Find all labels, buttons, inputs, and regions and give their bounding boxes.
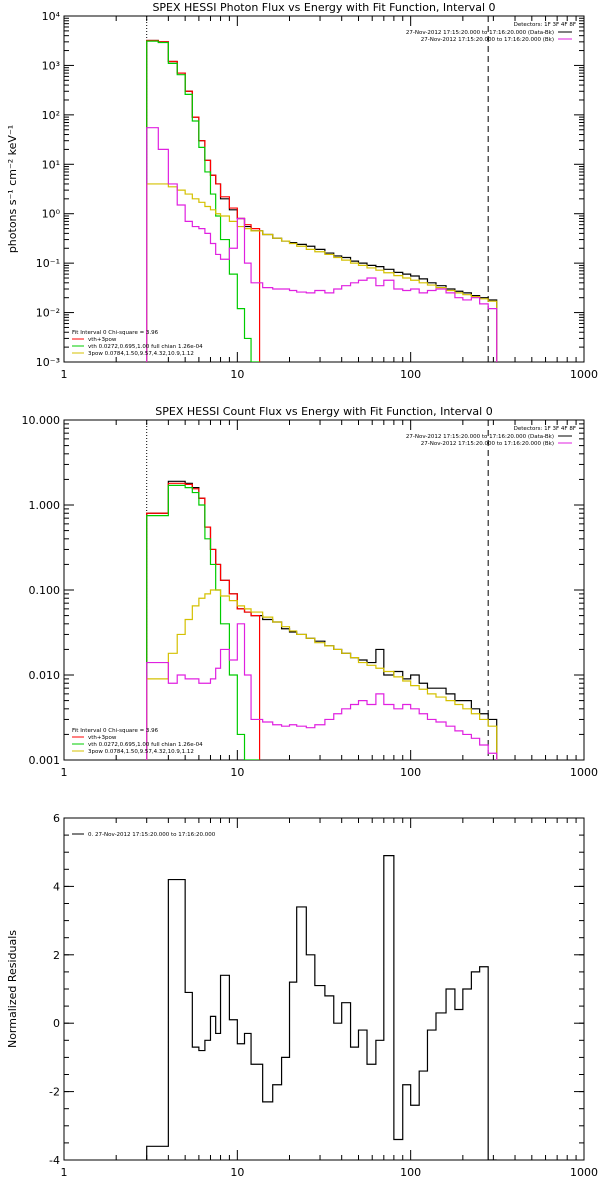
y-tick-label: 0 [53, 1017, 60, 1030]
y-tick-label: 0.010 [29, 669, 61, 682]
x-tick-label: 100 [400, 368, 421, 381]
legend-detectors: Detectors: 1F 3F 4F 8F [514, 426, 576, 432]
x-tick-label: 100 [400, 1166, 421, 1179]
series-line-3pow [146, 183, 498, 362]
series-line-bk [146, 623, 498, 760]
plot-frame [63, 419, 585, 761]
y-tick-label: 6 [53, 812, 60, 825]
y-tick-label: 10³ [42, 59, 60, 72]
y-tick-label: 1.000 [29, 499, 61, 512]
y-tick-label: 10¹ [42, 158, 60, 171]
legend-entry-label: 27-Nov-2012 17:15:20.000 to 17:16:20.000… [406, 434, 554, 440]
y-tick-label: -4 [49, 1154, 60, 1167]
y-axis-label: photons s⁻¹ cm⁻² keV⁻¹ [6, 125, 19, 253]
series-line-vth [146, 484, 260, 760]
x-tick-label: 1 [61, 1166, 68, 1179]
x-tick-label: 1 [61, 766, 68, 779]
plot-frame [63, 817, 585, 1161]
x-tick-label: 10 [230, 1166, 244, 1179]
y-tick-label: 10⁻² [36, 307, 60, 320]
chart-panel-0: SPEX HESSI Photon Flux vs Energy with Fi… [6, 1, 598, 381]
y-tick-label: 10⁴ [42, 10, 61, 23]
chart-panel-1: SPEX HESSI Count Flux vs Energy with Fit… [22, 405, 599, 779]
y-tick-label: 10.000 [22, 414, 61, 427]
y-tick-label: 0.100 [29, 584, 61, 597]
legend-fit-label: vth 0.0272,0.695,1.00 full chian 1.26e-0… [88, 344, 203, 350]
legend-entry-label: 27-Nov-2012 17:15:20.000 to 17:16:20.000… [421, 441, 554, 447]
legend-fit-label: vth+3pow [88, 735, 117, 741]
legend-entry-label: 27-Nov-2012 17:15:20.000 to 17:16:20.000… [421, 37, 554, 43]
legend-detectors: Detectors: 1F 3F 4F 8F [514, 22, 576, 28]
x-tick-label: 1 [61, 368, 68, 381]
legend-fit-label: 3pow 0.0784,1.50,9.57,4.32,10.9,1.12 [88, 749, 194, 755]
legend-fit-label: 3pow 0.0784,1.50,9.57,4.32,10.9,1.12 [88, 351, 194, 357]
legend-fit-header: Fit Interval 0 Chi-square = 3.96 [72, 728, 159, 734]
legend-fit-header: Fit Interval 0 Chi-square = 3.96 [72, 330, 159, 336]
y-tick-label: 2 [53, 949, 60, 962]
series-line-bk [146, 127, 498, 362]
legend-entry-label: 27-Nov-2012 17:15:20.000 to 17:16:20.000… [406, 30, 554, 36]
x-tick-label: 1000 [570, 766, 598, 779]
plot-frame [63, 15, 585, 363]
legend-fit-label: vth+3pow [88, 337, 117, 343]
y-tick-label: 10⁻¹ [36, 257, 60, 270]
chart-title: SPEX HESSI Photon Flux vs Energy with Fi… [152, 1, 495, 14]
y-axis-label: Normalized Residuals [6, 930, 19, 1048]
y-tick-label: 10⁻³ [36, 356, 60, 369]
x-tick-label: 10 [230, 766, 244, 779]
chart-panel-2: 1 10 100 1000 -4 -2 0 2 4 6 Normalized Residuals 0.… [6, 812, 598, 1179]
y-tick-label: 0.001 [29, 754, 61, 767]
series-line-vth-3pow [146, 482, 261, 760]
legend-fit-label: vth 0.0272,0.695,1.00 full chian 1.26e-0… [88, 742, 203, 748]
series-line-vth-3pow [146, 39, 261, 362]
y-tick-label: -2 [49, 1086, 60, 1099]
x-tick-label: 10 [230, 368, 244, 381]
chart-title: SPEX HESSI Count Flux vs Energy with Fit… [155, 405, 492, 418]
y-tick-label: 4 [53, 880, 60, 893]
y-tick-label: 10⁰ [42, 208, 61, 221]
series-line-3pow [146, 589, 498, 760]
x-tick-label: 100 [400, 766, 421, 779]
legend-entry-label: 0. 27-Nov-2012 17:15:20.000 to 17:16:20.… [88, 832, 216, 838]
x-tick-label: 1000 [570, 368, 598, 381]
x-tick-label: 1000 [570, 1166, 598, 1179]
series-line-data-bk [146, 480, 498, 760]
y-tick-label: 10² [42, 109, 60, 122]
series-line-0-27-nov-2012-17-15-20-000-to-17-16-20-000 [146, 855, 497, 1160]
series-line-vth [146, 40, 260, 362]
